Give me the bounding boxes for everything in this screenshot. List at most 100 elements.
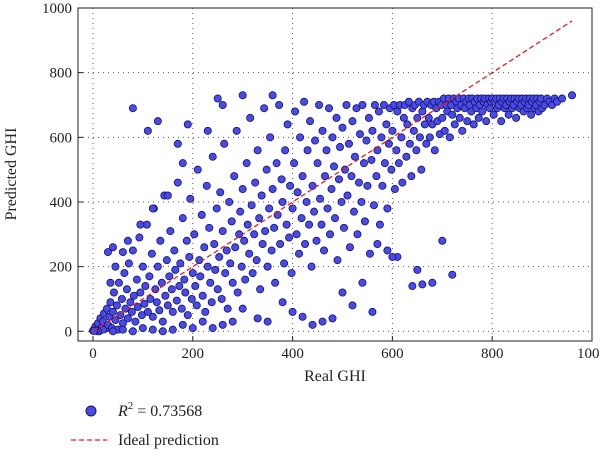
data-point — [296, 133, 305, 142]
data-point — [260, 104, 269, 113]
data-point — [333, 256, 342, 265]
data-point — [233, 288, 242, 297]
data-point — [136, 220, 145, 229]
data-point — [365, 249, 374, 258]
data-point — [138, 262, 147, 271]
data-point — [108, 327, 117, 336]
data-point — [155, 306, 164, 315]
data-point — [132, 275, 141, 284]
data-point — [425, 133, 434, 142]
data-point — [390, 185, 399, 194]
data-point — [272, 159, 281, 168]
data-point — [118, 248, 127, 257]
data-point — [280, 259, 289, 268]
x-axis-ticks: 0 200 400 600 800 1000 — [89, 336, 600, 362]
data-point — [300, 97, 309, 106]
data-point — [232, 126, 241, 135]
data-point — [141, 282, 150, 291]
data-point — [440, 126, 449, 135]
legend-ideal-label: Ideal prediction — [118, 432, 219, 449]
data-point — [362, 136, 371, 145]
data-point — [124, 259, 133, 268]
data-point — [131, 317, 140, 326]
data-point — [236, 207, 245, 216]
data-point — [295, 249, 304, 258]
data-point — [397, 133, 406, 142]
data-point — [298, 172, 307, 181]
ideal-prediction-line — [92, 20, 573, 332]
data-point — [380, 159, 389, 168]
data-point — [247, 201, 256, 210]
data-point — [163, 301, 172, 310]
data-point — [171, 265, 180, 274]
data-point — [220, 139, 229, 148]
data-point — [330, 162, 339, 171]
data-point — [138, 324, 147, 333]
data-point — [445, 133, 454, 142]
data-point — [109, 288, 118, 297]
data-point — [158, 327, 167, 336]
data-point — [364, 113, 373, 122]
data-point — [286, 181, 295, 190]
data-point — [167, 285, 176, 294]
data-point — [448, 270, 457, 279]
data-point — [182, 236, 191, 245]
data-point — [173, 139, 182, 148]
data-point — [407, 172, 416, 181]
data-point — [198, 317, 207, 326]
data-point — [455, 113, 464, 122]
data-point — [208, 324, 217, 333]
data-point — [102, 304, 111, 313]
data-point — [103, 248, 112, 257]
data-point — [482, 117, 491, 126]
data-point — [143, 307, 152, 316]
data-point — [151, 285, 160, 294]
data-point — [185, 252, 194, 261]
data-point — [321, 172, 330, 181]
legend: R2 = 0.73568 Ideal prediction — [71, 400, 219, 449]
data-point — [245, 249, 254, 258]
data-point — [311, 136, 320, 145]
legend-r2-entry: R2 = 0.73568 — [117, 400, 202, 420]
data-point — [292, 230, 301, 239]
data-point — [350, 152, 359, 161]
data-point — [418, 107, 427, 116]
data-point — [128, 327, 137, 336]
data-point — [298, 312, 307, 321]
data-point — [183, 120, 192, 129]
data-point — [278, 298, 287, 307]
data-point — [374, 107, 383, 116]
data-point — [145, 272, 154, 281]
data-point — [497, 117, 506, 126]
data-point — [568, 91, 577, 100]
data-point — [111, 262, 120, 271]
y-tick-label: 0 — [65, 324, 73, 340]
data-point — [225, 197, 234, 206]
data-point — [263, 317, 272, 326]
data-point — [285, 233, 294, 242]
data-point — [450, 120, 459, 129]
data-point — [332, 113, 341, 122]
data-point — [277, 175, 286, 184]
data-point — [238, 91, 247, 100]
data-point — [278, 197, 287, 206]
data-point — [163, 191, 172, 200]
data-point — [176, 259, 185, 268]
data-point — [384, 139, 393, 148]
data-point — [368, 126, 377, 135]
data-point — [230, 172, 239, 181]
data-point — [368, 307, 377, 316]
data-point — [203, 126, 212, 135]
data-point — [290, 159, 299, 168]
data-point — [379, 100, 388, 109]
data-point — [343, 191, 352, 200]
data-point — [112, 301, 121, 310]
data-point — [126, 298, 135, 307]
data-point — [190, 230, 199, 239]
data-point — [177, 304, 186, 313]
data-point — [297, 214, 306, 223]
data-point — [162, 256, 171, 265]
data-point — [512, 113, 521, 122]
data-point — [317, 220, 326, 229]
data-point — [198, 291, 207, 300]
